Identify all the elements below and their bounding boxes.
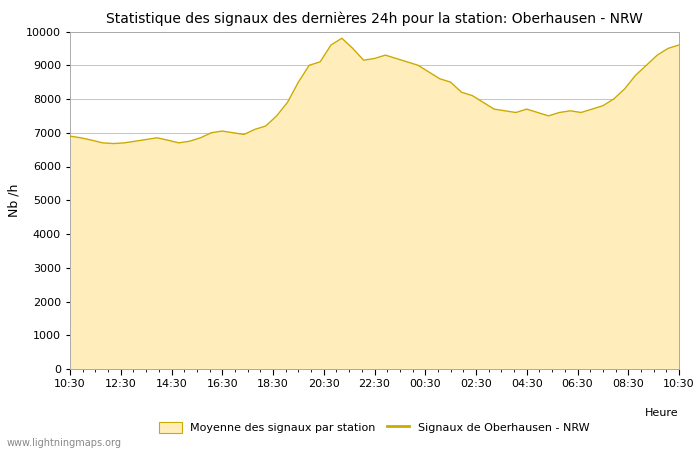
Title: Statistique des signaux des dernières 24h pour la station: Oberhausen - NRW: Statistique des signaux des dernières 24…: [106, 12, 643, 26]
Legend: Moyenne des signaux par station, Signaux de Oberhausen - NRW: Moyenne des signaux par station, Signaux…: [156, 418, 593, 436]
Text: www.lightningmaps.org: www.lightningmaps.org: [7, 438, 122, 448]
Text: Heure: Heure: [645, 408, 679, 418]
Y-axis label: Nb /h: Nb /h: [8, 184, 20, 217]
